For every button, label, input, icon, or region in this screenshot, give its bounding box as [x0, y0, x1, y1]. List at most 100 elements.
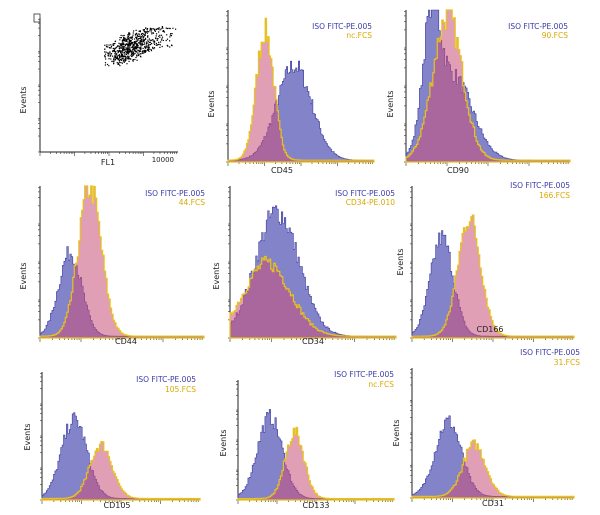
scatter-point [113, 50, 116, 53]
scatter-point [121, 62, 123, 64]
scatter-point [114, 57, 116, 59]
scatter-point [151, 33, 153, 35]
scatter-point [137, 46, 139, 48]
scatter-point [128, 36, 130, 39]
scatter-point [121, 57, 123, 60]
scatter-point [119, 51, 122, 53]
scatter-point [139, 46, 141, 48]
scatter-point [123, 58, 125, 60]
scatter-point [134, 41, 136, 43]
scatter-point [156, 28, 158, 30]
scatter-point [145, 31, 147, 33]
scatter-point [123, 49, 125, 51]
scatter-point [138, 38, 140, 40]
scatter-point [123, 40, 126, 42]
scatter-point [161, 26, 163, 28]
scatter-point [108, 44, 110, 46]
scatter-point [154, 30, 156, 32]
scatter-point [137, 54, 139, 56]
cd45-legend-sample: nc.FCS [346, 31, 372, 40]
scatter-point [115, 46, 118, 48]
scatter-point [127, 46, 129, 48]
scatter-point [155, 37, 157, 39]
scatter-point [132, 41, 134, 44]
scatter-point [120, 53, 122, 55]
scatter-point [143, 43, 145, 46]
scatter-point [131, 45, 133, 47]
scatter-point [118, 60, 120, 62]
cd166-x-label: CD166 [476, 325, 503, 334]
scatter-point [144, 32, 146, 34]
scatter-point [123, 56, 125, 58]
scatter-point [128, 53, 130, 55]
scatter-point [128, 57, 130, 59]
scatter-point [171, 44, 173, 46]
scatter-point [148, 31, 150, 33]
scatter-point [119, 37, 121, 39]
scatter-point [134, 34, 137, 36]
scatter-point [149, 27, 151, 29]
panel-cd44: Events CD44 ISO FITC-PE.005 44.FCS [19, 185, 205, 346]
scatter-point [122, 48, 124, 50]
scatter-point [121, 42, 123, 44]
scatter-point [146, 46, 148, 48]
scatter-point [160, 41, 162, 43]
scatter-point [114, 42, 116, 45]
scatter-point [125, 57, 127, 60]
scatter-point [161, 38, 163, 40]
scatter-point [127, 34, 129, 36]
scatter-point [134, 50, 136, 52]
scatter-point [122, 35, 124, 37]
scatter-point [148, 41, 150, 43]
scatter-point [158, 41, 160, 43]
scatter-point [132, 60, 134, 62]
scatter-point [118, 54, 120, 56]
scatter-point [120, 52, 122, 54]
scatter-point [108, 47, 110, 49]
scatter-point [147, 48, 149, 50]
scatter-point [148, 47, 150, 49]
scatter-point [150, 50, 153, 52]
scatter-point [144, 50, 146, 52]
scatter-x-label: FL1 [101, 158, 115, 167]
scatter-point [129, 50, 131, 52]
scatter-point [114, 48, 116, 50]
scatter-x-max-tick: 10000 [152, 156, 174, 164]
scatter-point [120, 34, 122, 36]
scatter-point [117, 63, 119, 65]
scatter-point [128, 33, 130, 35]
scatter-point [125, 56, 127, 58]
scatter-point [147, 35, 149, 37]
scatter-point [123, 59, 125, 61]
scatter-points [104, 26, 177, 67]
scatter-point [137, 49, 139, 51]
scatter-point [121, 55, 123, 58]
scatter-point [140, 46, 142, 48]
scatter-point [127, 35, 129, 38]
scatter-point [122, 39, 124, 41]
scatter-point [136, 45, 138, 47]
scatter-point [140, 43, 142, 46]
scatter-point [135, 29, 137, 31]
scatter-point [135, 56, 137, 59]
scatter-point [116, 50, 118, 52]
scatter-point [151, 29, 153, 31]
scatter-point [112, 44, 114, 46]
scatter-point [110, 45, 113, 47]
scatter-point [130, 53, 133, 56]
cd44-legend-sample: 44.FCS [179, 198, 205, 207]
scatter-point [153, 40, 155, 42]
cd133-x-label: CD133 [302, 501, 329, 510]
cd166-sample-histogram [411, 214, 575, 339]
scatter-point [152, 39, 154, 41]
scatter-point [142, 43, 144, 45]
scatter-point [133, 38, 136, 40]
scatter-point [126, 57, 128, 59]
scatter-point [136, 59, 138, 61]
cd166-legend-iso: ISO FITC-PE.005 [510, 181, 570, 190]
scatter-point [122, 43, 124, 45]
scatter-point [139, 40, 141, 42]
scatter-point [139, 49, 141, 51]
scatter-point [153, 48, 155, 50]
